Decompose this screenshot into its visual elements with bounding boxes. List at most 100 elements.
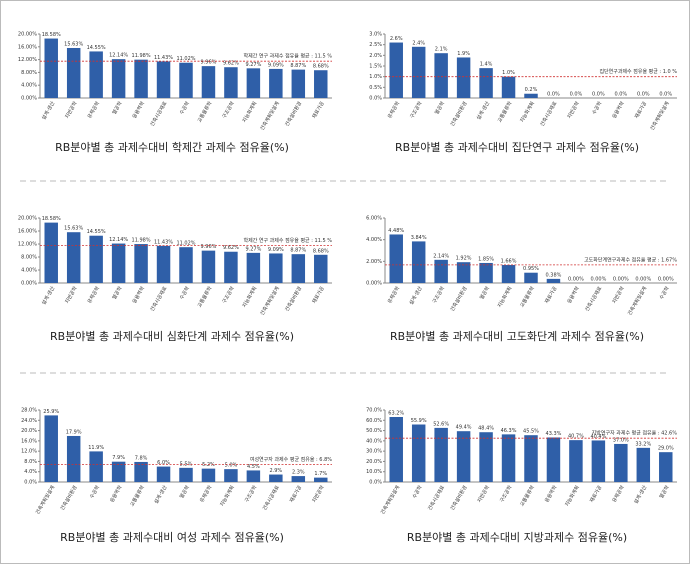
average-label: 고도화단계연구과제수 점유율 평균 : 1.67% [584, 256, 677, 263]
bar [246, 252, 261, 283]
value-label: 7.9% [112, 455, 125, 461]
value-label: 45.5% [523, 429, 539, 435]
bar [111, 59, 126, 98]
value-label: 11.43% [154, 55, 173, 61]
value-label: 2.9% [269, 468, 282, 474]
value-label: 9.09% [268, 247, 284, 253]
bar [111, 243, 126, 283]
bar [501, 265, 516, 283]
bar [134, 59, 148, 98]
bar [224, 469, 238, 482]
chart-title: RB분야별 총 과제수대비 고도화단계 과제수 점유율(%) [390, 330, 644, 343]
value-label: 52.6% [433, 421, 449, 427]
value-label: 11.43% [154, 239, 173, 245]
value-label: 0.0% [547, 92, 560, 98]
chart-title: RB분야별 총 과제수대비 여성 과제수 점유율(%) [60, 531, 284, 544]
bar [411, 424, 426, 482]
bar [66, 435, 81, 482]
chart-title: RB분야별 총 과제수대비 학제간 과제수 점유율(%) [55, 141, 289, 154]
value-label: 1.66% [501, 259, 517, 265]
bar [569, 440, 583, 482]
bar [456, 262, 471, 283]
y-tick-label: 8.00% [21, 255, 37, 261]
value-label: 40.7% [568, 434, 584, 440]
bar [66, 232, 81, 283]
y-tick-label: 2.0% [369, 53, 382, 59]
value-label: 12.14% [109, 53, 128, 59]
value-label: 9.62% [223, 61, 239, 67]
value-label: 1.0% [502, 70, 515, 76]
y-tick-label: 60.0% [366, 418, 382, 424]
value-label: 1.92% [456, 256, 472, 262]
average-label: 학제간 연구 과제수 점유율 평균 : 11.5 % [244, 237, 333, 244]
value-label: 12.14% [109, 237, 128, 243]
value-label: 29.0% [658, 446, 674, 452]
value-label: 2.6% [390, 36, 403, 42]
value-label: 9.09% [268, 62, 284, 68]
value-label: 4.5% [247, 464, 260, 470]
bar [636, 447, 651, 482]
value-label: 48.4% [478, 426, 494, 432]
value-label: 40.4% [590, 434, 606, 440]
chart-title: RB분야별 총 과제수대비 집단연구 과제수 점유율(%) [395, 141, 639, 154]
y-tick-label: 50.0% [366, 428, 382, 434]
bar [66, 47, 81, 98]
bar [456, 57, 471, 98]
bar [179, 62, 193, 98]
y-tick-label: 0.00% [366, 281, 382, 287]
y-tick-label: 20.0% [21, 428, 37, 434]
y-tick-label: 2.5% [369, 42, 382, 48]
value-label: 11.02% [176, 56, 195, 62]
bar [291, 69, 306, 98]
bar [269, 253, 283, 283]
value-label: 5.0% [225, 463, 238, 469]
bar [156, 466, 171, 482]
bar [389, 42, 403, 98]
chart-title: RB분야별 총 과제수대비 심화단계 과제수 점유율(%) [50, 330, 294, 343]
bar [269, 474, 283, 482]
bar [524, 272, 538, 283]
chart-title: RB분야별 총 과제수대비 지방과제수 점유율(%) [407, 531, 627, 544]
value-label: 49.4% [456, 425, 472, 431]
bar [269, 68, 283, 98]
bar [179, 247, 193, 283]
value-label: 0.00% [635, 277, 651, 283]
value-label: 8.68% [313, 64, 329, 70]
bar [314, 70, 328, 98]
bar [111, 461, 126, 482]
value-label: 0.00% [658, 277, 674, 283]
value-label: 15.63% [64, 226, 83, 232]
value-label: 11.02% [176, 241, 195, 247]
value-label: 3.84% [411, 235, 427, 241]
value-label: 18.58% [42, 216, 61, 222]
bar [501, 434, 516, 482]
value-label: 9.96% [201, 244, 217, 250]
y-tick-label: 12.0% [21, 449, 37, 455]
value-label: 0.00% [613, 277, 629, 283]
bar [524, 435, 538, 482]
bar [434, 259, 448, 283]
y-tick-label: 0.00% [21, 281, 37, 287]
bar [201, 468, 216, 482]
bar [89, 235, 103, 283]
y-tick-label: 20.00% [18, 32, 37, 38]
value-label: 8.68% [313, 248, 329, 254]
value-label: 0.00% [568, 277, 584, 283]
y-tick-label: 4.0% [24, 469, 37, 475]
bar [134, 461, 148, 482]
value-label: 5.5% [180, 461, 193, 467]
value-label: 8.87% [290, 248, 306, 254]
value-label: 17.9% [66, 429, 82, 435]
bar [314, 254, 328, 283]
y-tick-label: 0.0% [369, 480, 382, 486]
y-tick-label: 20.00% [18, 216, 37, 222]
bar [44, 222, 58, 283]
value-label: 25.9% [43, 409, 59, 415]
value-label: 0.00% [590, 277, 606, 283]
y-tick-label: 0.00% [21, 96, 37, 102]
bar [524, 93, 538, 98]
value-label: 43.3% [546, 431, 562, 437]
value-label: 33.2% [635, 441, 651, 447]
